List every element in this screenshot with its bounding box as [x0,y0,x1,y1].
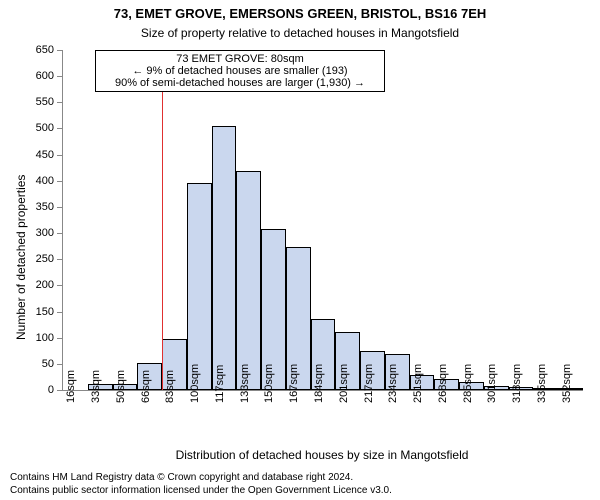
y-tick-mark [57,76,62,77]
y-tick-mark [57,390,62,391]
histogram-bar [187,183,212,390]
y-tick-label: 200 [14,279,54,291]
y-tick-mark [57,50,62,51]
histogram-bar [212,126,237,390]
caption-line-2: ← 9% of detached houses are smaller (193… [100,65,380,77]
histogram-chart: 73, EMET GROVE, EMERSONS GREEN, BRISTOL,… [0,0,600,500]
y-tick-label: 300 [14,227,54,239]
y-tick-mark [57,207,62,208]
histogram-bar [236,171,261,390]
y-tick-mark [57,259,62,260]
y-tick-mark [57,102,62,103]
caption-line-3: 90% of semi-detached houses are larger (… [100,77,380,89]
marker-caption-box: 73 EMET GROVE: 80sqm ← 9% of detached ho… [95,50,385,92]
y-tick-label: 500 [14,122,54,134]
y-tick-label: 350 [14,201,54,213]
y-tick-mark [57,312,62,313]
y-tick-mark [57,338,62,339]
y-tick-label: 550 [14,96,54,108]
y-tick-label: 150 [14,306,54,318]
y-tick-label: 450 [14,149,54,161]
y-tick-mark [57,233,62,234]
footer-line-1: Contains HM Land Registry data © Crown c… [10,472,353,483]
y-tick-label: 600 [14,70,54,82]
y-tick-label: 100 [14,332,54,344]
property-marker-line [162,50,163,390]
caption-line-1: 73 EMET GROVE: 80sqm [100,53,380,65]
y-tick-mark [57,128,62,129]
chart-title-main: 73, EMET GROVE, EMERSONS GREEN, BRISTOL,… [0,6,600,21]
x-axis-label: Distribution of detached houses by size … [62,448,582,462]
y-tick-label: 0 [14,384,54,396]
y-tick-label: 400 [14,175,54,187]
y-tick-label: 650 [14,44,54,56]
y-tick-mark [57,364,62,365]
y-tick-label: 250 [14,253,54,265]
footer-line-2: Contains public sector information licen… [10,485,392,496]
chart-title-sub: Size of property relative to detached ho… [0,26,600,40]
y-tick-label: 50 [14,358,54,370]
y-tick-mark [57,285,62,286]
y-tick-mark [57,155,62,156]
y-tick-mark [57,181,62,182]
plot-area [62,50,583,391]
